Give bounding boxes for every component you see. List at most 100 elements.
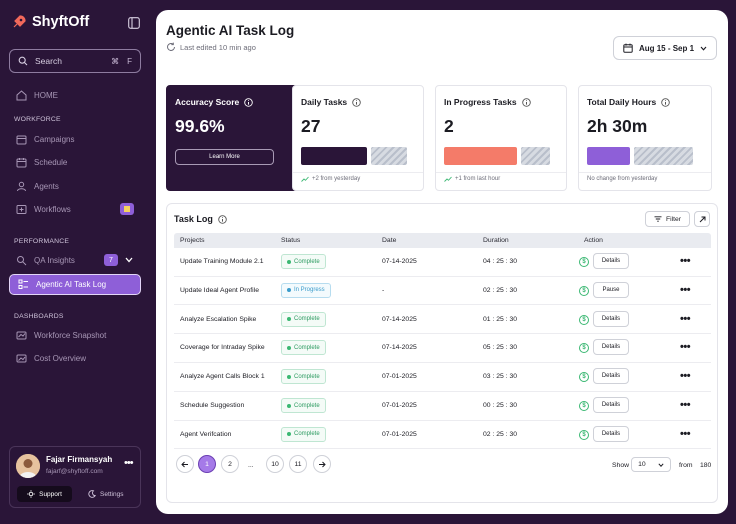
moon-icon xyxy=(88,490,96,498)
total-count: 180 xyxy=(700,462,712,469)
last-edited-text: Last edited 10 min ago xyxy=(180,42,256,52)
last-edited: Last edited 10 min ago xyxy=(166,42,256,52)
table-row: Analyze Agent Calls Block 1 Complete 07-01… xyxy=(174,363,711,392)
nav-agents[interactable]: Agents xyxy=(16,181,59,192)
nav-workforce-snapshot[interactable]: Workforce Snapshot xyxy=(16,330,106,341)
page-11-button[interactable]: 11 xyxy=(289,455,307,473)
row-duration: 02 : 25 : 30 xyxy=(483,286,518,294)
nav-home-label: HOME xyxy=(34,91,58,100)
row-action-button[interactable]: Details xyxy=(593,368,629,385)
avatar[interactable] xyxy=(16,454,40,478)
nav-cost-label: Cost Overview xyxy=(34,354,87,363)
row-more-icon[interactable]: ••• xyxy=(680,399,691,411)
section-workforce: WORKFORCE xyxy=(14,116,61,123)
refresh-icon xyxy=(167,42,175,51)
row-duration: 02 : 25 : 30 xyxy=(483,430,518,438)
row-duration: 01 : 25 : 30 xyxy=(483,315,518,323)
th-projects: Projects xyxy=(180,237,205,244)
in-progress-card: In Progress Tasks 2 +1 from last hour xyxy=(435,85,567,191)
workflows-icon xyxy=(16,205,27,214)
qa-insights-icon xyxy=(17,256,27,266)
user-name: Fajar Firmansyah xyxy=(46,455,113,464)
row-more-icon[interactable]: ••• xyxy=(680,341,691,354)
row-more-icon[interactable]: ••• xyxy=(680,312,691,325)
sidebar-toggle-icon[interactable] xyxy=(128,17,140,29)
info-icon[interactable] xyxy=(352,97,361,107)
row-more-icon[interactable]: ••• xyxy=(680,255,691,267)
row-action-button[interactable]: Details xyxy=(593,253,629,269)
nav-workflows-label: Workflows xyxy=(34,205,71,214)
row-more-icon[interactable]: ••• xyxy=(680,427,691,440)
page-10-button[interactable]: 10 xyxy=(266,455,284,473)
table-row: Update Ideal Agent Profile In Progress - 02… xyxy=(174,277,711,306)
chevron-down-icon xyxy=(658,462,664,467)
page-ellipsis: ... xyxy=(248,462,254,469)
th-duration: Duration xyxy=(483,237,509,244)
nav-task-log[interactable]: Agentic AI Task Log xyxy=(9,274,141,295)
dollar-icon: $ xyxy=(579,401,589,411)
chevron-down-icon[interactable] xyxy=(125,257,133,263)
arrow-up-right-icon xyxy=(699,216,705,222)
row-action-button[interactable]: Details xyxy=(593,339,629,356)
nav-snapshot-label: Workforce Snapshot xyxy=(34,331,107,340)
arrow-right-icon xyxy=(319,461,326,467)
per-page-select[interactable]: 10 xyxy=(631,457,671,472)
dollar-icon: $ xyxy=(579,314,589,325)
info-icon[interactable] xyxy=(218,214,227,224)
search-input[interactable]: Search ⌘ F xyxy=(9,49,141,73)
daily-tasks-note: +2 from yesterday xyxy=(301,176,360,182)
total-hours-card: Total Daily Hours 2h 30m No change from … xyxy=(578,85,712,191)
next-page-button[interactable] xyxy=(313,455,331,473)
row-date: 07-01-2025 xyxy=(382,373,417,381)
page-title: Agentic AI Task Log xyxy=(166,23,295,38)
row-duration: 05 : 25 : 30 xyxy=(483,344,518,352)
total-hours-bar-remaining xyxy=(634,147,693,165)
nav-qa-insights[interactable]: QA Insights xyxy=(16,255,75,266)
task-log-title: Task Log xyxy=(174,214,227,224)
app-logo[interactable]: ShyftOff xyxy=(11,14,89,30)
nav-cost-overview[interactable]: Cost Overview xyxy=(16,353,86,364)
info-icon[interactable] xyxy=(661,97,671,107)
nav-home[interactable]: HOME xyxy=(16,90,58,101)
support-button[interactable]: Support xyxy=(17,486,72,502)
in-progress-bar-remaining xyxy=(521,147,550,165)
row-more-icon[interactable]: ••• xyxy=(680,370,691,383)
page-2-button[interactable]: 2 xyxy=(221,455,239,473)
settings-button[interactable]: Settings xyxy=(88,490,124,498)
th-date: Date xyxy=(382,237,397,244)
row-action-button[interactable]: Details xyxy=(593,425,629,442)
row-action-button[interactable]: Pause xyxy=(593,281,629,298)
row-action-button[interactable]: Details xyxy=(593,397,629,413)
nav-campaigns[interactable]: Campaigns xyxy=(16,134,74,145)
more-icon[interactable]: ••• xyxy=(124,457,134,469)
daily-tasks-card: Daily Tasks 27 +2 from yesterday xyxy=(292,85,424,191)
th-status: Status xyxy=(281,237,301,244)
table-header: Projects Status Date Duration Action xyxy=(174,233,711,248)
nav-schedule[interactable]: Schedule xyxy=(16,157,67,168)
in-progress-bar xyxy=(444,147,517,165)
th-action: Action xyxy=(584,237,603,244)
status-badge: Complete xyxy=(281,311,326,327)
row-more-icon[interactable]: ••• xyxy=(680,283,691,296)
row-action-button[interactable]: Details xyxy=(593,310,629,327)
row-date: 07-01-2025 xyxy=(382,430,417,438)
date-range-picker[interactable]: Aug 15 - Sep 1 xyxy=(613,36,717,60)
info-icon[interactable] xyxy=(521,97,531,107)
search-icon xyxy=(18,56,28,66)
page-1-button[interactable]: 1 xyxy=(198,455,216,473)
learn-more-button[interactable]: Learn More xyxy=(175,149,274,165)
prev-page-button[interactable] xyxy=(176,455,194,473)
expand-button[interactable] xyxy=(694,211,710,227)
row-project: Agent Verifcation xyxy=(180,430,232,438)
nav-workflows[interactable]: Workflows xyxy=(16,204,71,215)
info-icon[interactable] xyxy=(244,97,254,107)
filter-button[interactable]: Filter xyxy=(645,211,690,227)
status-badge: In Progress xyxy=(281,282,331,298)
row-project: Schedule Suggestion xyxy=(180,402,245,409)
row-project: Update Training Module 2.1 xyxy=(180,258,264,265)
table-row: Coverage for Intraday Spike Complete 07-14… xyxy=(174,334,711,363)
daily-tasks-value: 27 xyxy=(301,116,321,136)
filter-label: Filter xyxy=(665,215,682,223)
dollar-icon: $ xyxy=(579,285,589,296)
cost-icon xyxy=(16,354,27,363)
